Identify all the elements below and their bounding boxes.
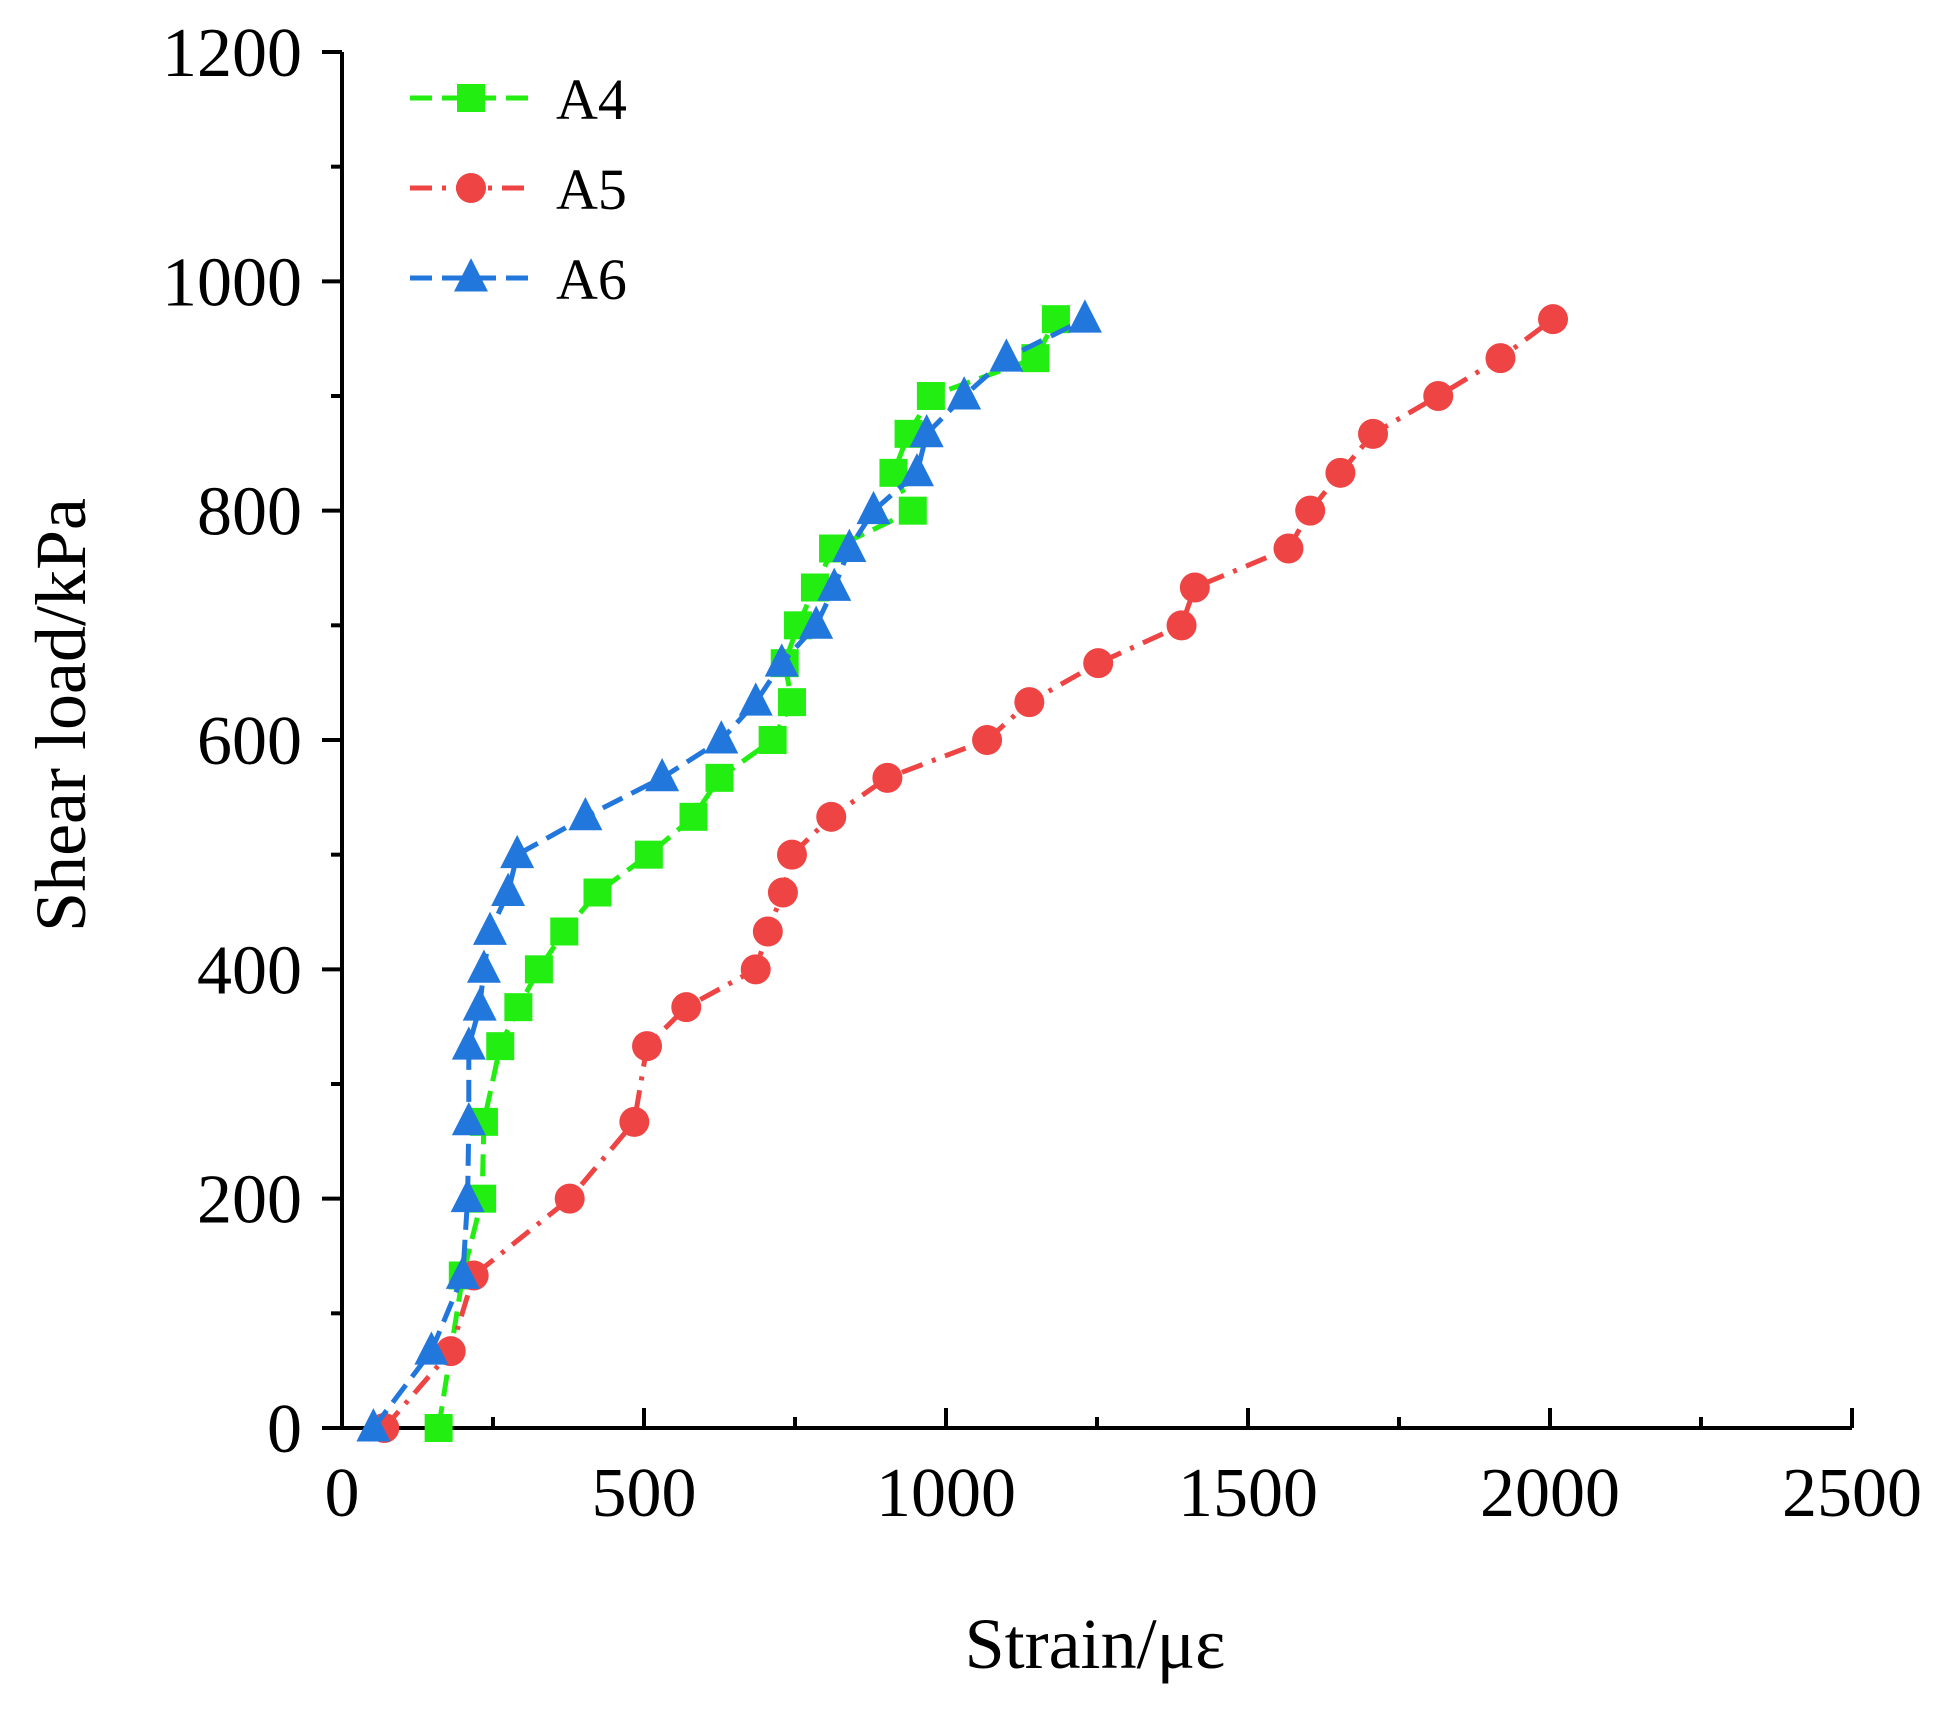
legend-item-A5: A5 [410, 157, 627, 222]
data-point-A6 [900, 452, 935, 487]
data-point-A6 [947, 376, 982, 410]
data-point-A5 [767, 877, 798, 908]
axes: 0 500 1000 1500 2000 2500 0 200 400 600 800 1000 120… [162, 15, 1922, 1532]
data-point-A6 [856, 490, 891, 525]
data-point-A6 [568, 796, 603, 831]
plot-area [356, 299, 1569, 1443]
x-axis-title: Strain/με [965, 1604, 1226, 1684]
data-point-A4 [424, 1414, 453, 1442]
data-point-A6 [989, 338, 1024, 372]
data-point-A4 [679, 802, 708, 831]
data-point-A6 [356, 1408, 391, 1442]
data-point-A6 [909, 414, 944, 448]
data-point-A4 [777, 688, 806, 717]
y-tick-label: 800 [197, 474, 302, 551]
legend-label: A4 [556, 67, 627, 132]
data-point-A5 [740, 954, 771, 985]
x-tick-label: 1000 [876, 1455, 1016, 1532]
data-point-A4 [634, 840, 663, 869]
data-point-A5 [1166, 610, 1197, 641]
legend-label: A6 [556, 247, 627, 312]
y-tick-label: 0 [267, 1391, 302, 1468]
data-point-A6 [799, 605, 834, 639]
data-point-A6 [472, 911, 507, 945]
data-point-A4 [524, 955, 553, 984]
data-point-A4 [486, 1032, 515, 1061]
data-point-A6 [451, 1026, 486, 1060]
x-tick-label: 1500 [1178, 1455, 1318, 1532]
legend-marker-A5 [456, 173, 486, 203]
data-point-A5 [872, 762, 903, 793]
data-point-A4 [550, 917, 579, 946]
data-point-A6 [450, 1178, 485, 1213]
y-tick-label: 1000 [162, 244, 302, 321]
data-point-A4 [705, 763, 734, 792]
legend-marker-A6 [454, 258, 488, 292]
data-point-A6 [491, 872, 526, 906]
data-point-A4 [504, 993, 533, 1022]
data-point-A5 [1423, 381, 1454, 411]
data-point-A6 [645, 758, 680, 792]
data-point-A5 [632, 1031, 663, 1062]
legend-item-A4: A4 [410, 67, 627, 132]
data-point-A5 [816, 801, 847, 832]
series-line-A4 [436, 318, 1059, 1429]
data-point-A6 [764, 643, 799, 677]
data-point-A5 [1295, 495, 1326, 526]
data-point-A5 [972, 725, 1003, 755]
series-line-A6 [371, 316, 1087, 1430]
data-point-A6 [451, 1102, 486, 1136]
series-A5 [369, 304, 1569, 1443]
data-point-A5 [752, 916, 783, 947]
y-axis-title: Shear load/kPa [21, 498, 101, 932]
y-tick-label: 600 [197, 703, 302, 780]
data-point-A6 [445, 1255, 480, 1289]
series-A6 [356, 299, 1102, 1442]
data-point-A5 [1014, 687, 1045, 718]
data-point-A6 [832, 528, 867, 562]
x-tick-label: 0 [325, 1455, 360, 1532]
x-tick-label: 500 [592, 1455, 697, 1532]
x-tick-label: 2000 [1480, 1455, 1620, 1532]
data-point-A6 [738, 682, 773, 716]
data-point-A6 [462, 987, 497, 1021]
data-point-A6 [704, 720, 739, 754]
data-point-A5 [776, 839, 807, 870]
data-point-A5 [554, 1183, 585, 1214]
data-point-A6 [466, 949, 501, 983]
data-point-A5 [1083, 648, 1114, 679]
legend-item-A6: A6 [410, 247, 627, 312]
legend-label: A5 [556, 157, 627, 222]
data-point-A5 [1358, 418, 1389, 449]
y-tick-label: 1200 [162, 15, 302, 92]
data-point-A6 [500, 834, 535, 869]
data-point-A6 [1067, 299, 1102, 333]
data-point-A4 [916, 382, 945, 410]
data-point-A5 [1538, 304, 1569, 335]
data-point-A5 [1179, 572, 1210, 603]
data-point-A5 [1485, 343, 1516, 374]
y-tick-label: 200 [197, 1162, 302, 1239]
y-tick-label: 400 [197, 932, 302, 1009]
legend: A4 A5 A6 [410, 67, 627, 312]
data-point-A5 [619, 1106, 650, 1137]
x-tick-label: 2500 [1782, 1455, 1922, 1532]
data-point-A4 [898, 496, 927, 525]
legend-marker-A4 [457, 84, 485, 112]
series-line-A5 [382, 317, 1555, 1430]
data-point-A4 [758, 726, 787, 754]
data-point-A4 [583, 878, 612, 907]
data-point-A5 [1325, 457, 1356, 488]
data-point-A6 [414, 1331, 449, 1365]
series-A4 [424, 305, 1070, 1442]
data-point-A5 [671, 992, 702, 1023]
data-point-A6 [817, 567, 852, 601]
data-point-A5 [1273, 533, 1304, 564]
